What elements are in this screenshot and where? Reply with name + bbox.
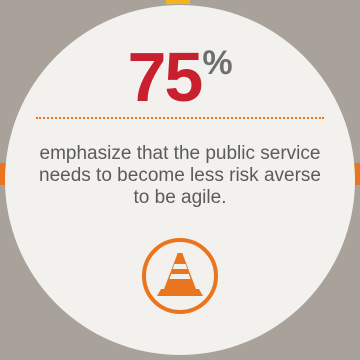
top-accent-bar <box>166 0 190 4</box>
dotted-divider <box>36 117 324 119</box>
traffic-cone-icon <box>140 236 220 316</box>
right-accent-bar <box>354 163 360 185</box>
left-accent-bar <box>0 163 6 185</box>
stat-description: emphasize that the public service needs … <box>39 143 321 208</box>
stat-circle <box>5 5 355 355</box>
stat-number: 75 <box>127 38 203 116</box>
stat-value: 75% <box>0 42 360 112</box>
stat-percent: % <box>202 44 233 82</box>
